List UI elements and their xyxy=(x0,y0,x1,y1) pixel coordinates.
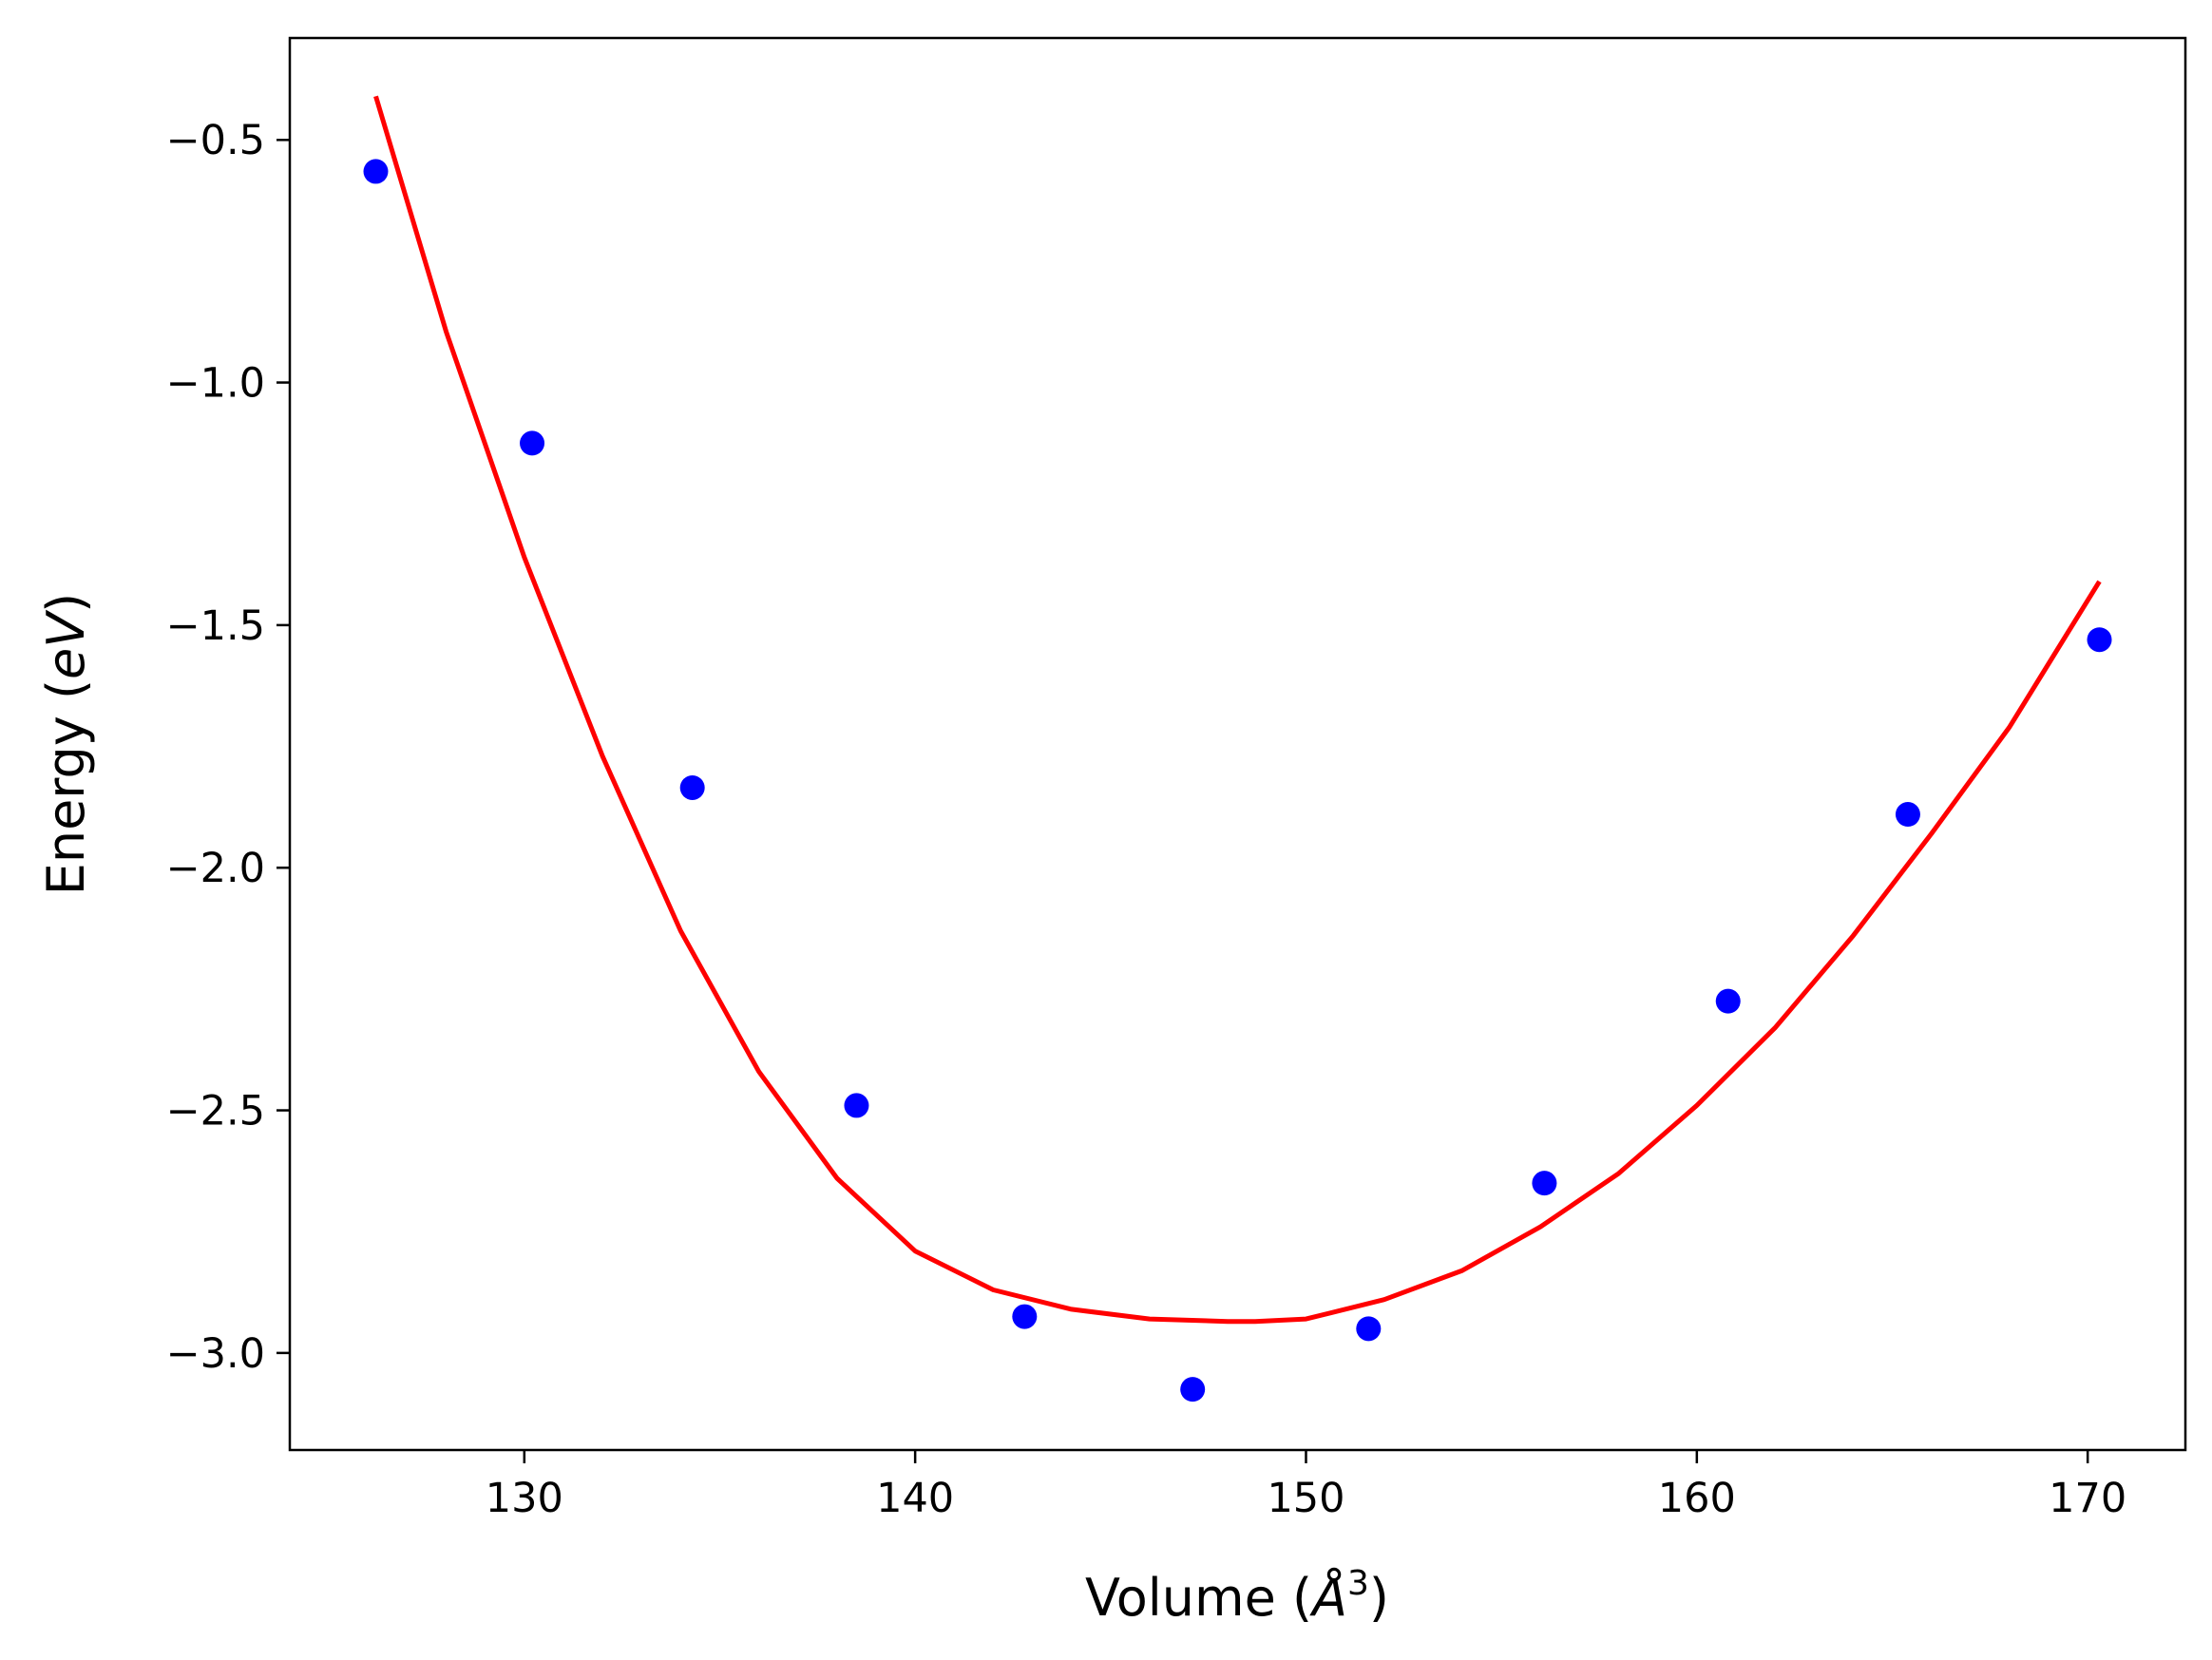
fit-curve xyxy=(373,95,2102,1325)
x-axis-title-variable: Å xyxy=(1309,1567,1347,1628)
plot-frame xyxy=(288,36,2187,1452)
data-point-6 xyxy=(1356,1316,1382,1342)
y-axis-title-suffix: ) xyxy=(36,593,96,613)
data-points-layer xyxy=(363,159,2112,1402)
y-axis-title-variable: eV xyxy=(36,609,96,679)
data-point-0 xyxy=(363,159,389,184)
x-axis-title-exponent: 3 xyxy=(1347,1564,1369,1603)
y-axis: −0.5 −1.0 −1.5 −2.0 −2.5 −3.0 xyxy=(166,117,290,1378)
x-axis: 130 140 150 160 170 xyxy=(486,1450,2126,1522)
x-tick-label-2: 150 xyxy=(1267,1475,1344,1522)
data-point-8 xyxy=(1715,988,1741,1014)
data-point-3 xyxy=(844,1093,869,1118)
data-point-10 xyxy=(2087,627,2112,653)
x-axis-title: Volume (Å3) xyxy=(1085,1564,1389,1628)
y-tick-label-4: −2.5 xyxy=(166,1088,265,1135)
x-axis-title-suffix: ) xyxy=(1369,1568,1389,1628)
y-tick-label-1: −1.0 xyxy=(166,360,265,408)
data-point-9 xyxy=(1895,802,1920,828)
data-point-7 xyxy=(1532,1171,1557,1196)
x-tick-label-0: 130 xyxy=(486,1475,563,1522)
y-axis-title-prefix: Energy ( xyxy=(36,679,96,895)
data-point-4 xyxy=(1012,1304,1038,1329)
x-axis-title-prefix: Volume ( xyxy=(1085,1568,1312,1628)
y-tick-label-0: −0.5 xyxy=(166,117,265,164)
y-tick-label-2: −1.5 xyxy=(166,602,265,650)
x-tick-label-4: 170 xyxy=(2049,1475,2126,1522)
data-point-2 xyxy=(679,774,705,800)
y-tick-label-5: −3.0 xyxy=(166,1330,265,1378)
y-axis-title: Energy (eV) xyxy=(36,593,96,896)
y-tick-label-3: −2.0 xyxy=(166,845,265,892)
x-tick-label-3: 160 xyxy=(1658,1475,1736,1522)
fit-curve-layer xyxy=(373,95,2102,1325)
data-point-1 xyxy=(520,430,545,456)
data-point-5 xyxy=(1180,1377,1206,1402)
x-tick-label-1: 140 xyxy=(876,1475,954,1522)
